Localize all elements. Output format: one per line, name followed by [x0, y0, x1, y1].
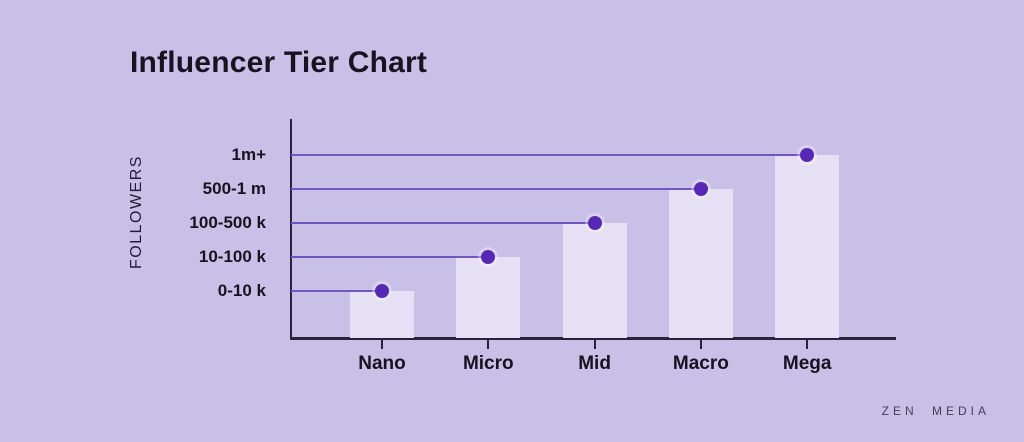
- connector-line-mega: [291, 154, 808, 156]
- x-label-nano: Nano: [358, 353, 406, 374]
- connector-line-macro: [291, 188, 701, 190]
- bar-mid: [562, 223, 627, 338]
- bar-micro: [456, 257, 521, 338]
- x-tick-micro: [487, 340, 490, 349]
- y-tick-label-mid: 100-500 k: [189, 213, 266, 232]
- x-tick-mid: [593, 340, 596, 349]
- y-axis-line: [290, 119, 292, 340]
- bar-mega: [775, 155, 840, 338]
- x-label-mega: Mega: [782, 353, 832, 374]
- marker-dot-mid: [587, 216, 602, 230]
- marker-dot-macro: [693, 182, 708, 196]
- x-tick-macro: [699, 340, 702, 349]
- zenmedia-watermark: ZEN MEDIA: [881, 404, 990, 418]
- connector-line-mid: [291, 222, 595, 224]
- connector-line-nano: [291, 290, 382, 292]
- x-tick-nano: [381, 340, 383, 349]
- y-tick-label-micro: 10-100 k: [198, 247, 266, 266]
- marker-dot-micro: [481, 250, 496, 264]
- bar-macro: [668, 189, 733, 338]
- marker-dot-nano: [375, 284, 389, 298]
- y-tick-label-nano: 0-10 k: [217, 281, 266, 300]
- bar-nano: [350, 291, 414, 338]
- y-tick-label-macro: 500-1 m: [202, 179, 266, 198]
- marker-dot-mega: [800, 148, 815, 162]
- x-label-macro: Macro: [672, 353, 729, 374]
- x-axis-line: [290, 337, 896, 340]
- x-label-mid: Mid: [578, 353, 611, 374]
- chart-title: Influencer Tier Chart: [130, 46, 428, 79]
- x-label-micro: Micro: [462, 353, 514, 374]
- x-tick-mega: [806, 340, 809, 349]
- connector-line-micro: [291, 256, 489, 258]
- y-tick-label-mega: 1m+: [231, 145, 267, 164]
